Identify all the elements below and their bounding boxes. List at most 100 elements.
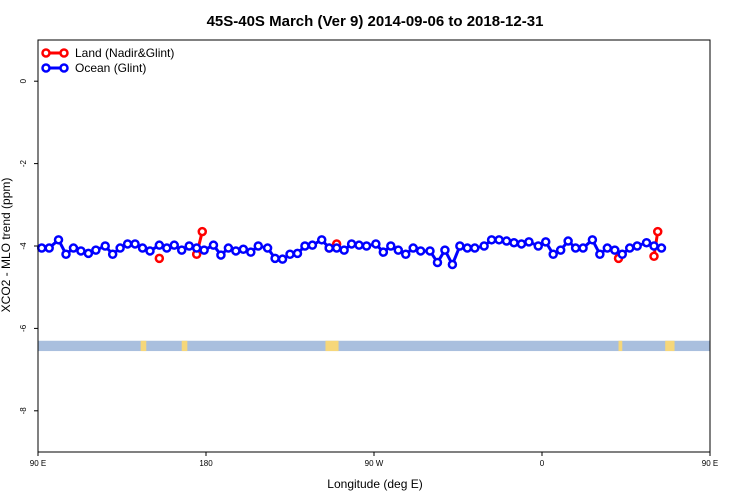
ocean-point bbox=[447, 259, 458, 270]
legend-marker bbox=[41, 48, 51, 58]
legend-label: Ocean (Glint) bbox=[75, 61, 146, 75]
ocean-point bbox=[548, 249, 558, 259]
ocean-point bbox=[270, 253, 280, 264]
ocean-point bbox=[516, 239, 527, 249]
ocean-point bbox=[122, 239, 133, 249]
legend-marker bbox=[59, 63, 69, 73]
ocean-band bbox=[38, 340, 710, 352]
ocean-point bbox=[331, 243, 342, 253]
ocean-point bbox=[400, 249, 411, 259]
plot-frame bbox=[37, 39, 711, 453]
ocean-point bbox=[199, 245, 209, 255]
ocean-point bbox=[324, 243, 334, 253]
chart-title: 45S-40S March (Ver 9) 2014-09-06 to 2018… bbox=[207, 13, 544, 30]
ocean-point bbox=[137, 243, 148, 253]
ocean-point bbox=[641, 237, 652, 248]
ocean-point bbox=[617, 249, 628, 259]
x-tick-label: 90 E bbox=[702, 459, 718, 468]
land-point bbox=[154, 253, 165, 264]
ocean-point bbox=[386, 241, 396, 251]
y-tick-label: -4 bbox=[19, 242, 28, 250]
ocean-point bbox=[509, 237, 519, 248]
ocean-point bbox=[408, 243, 418, 253]
x-axis-label: Longitude (deg E) bbox=[327, 477, 422, 491]
ocean-point bbox=[425, 246, 435, 256]
ocean-point bbox=[632, 241, 642, 251]
ocean-point bbox=[595, 249, 605, 259]
ocean-point bbox=[216, 250, 226, 260]
ocean-point bbox=[316, 235, 327, 245]
ocean-point bbox=[83, 248, 94, 259]
land-band bbox=[181, 340, 188, 352]
ocean-point bbox=[307, 240, 318, 250]
ocean-point bbox=[115, 243, 125, 253]
ocean-point bbox=[649, 241, 659, 251]
ocean-point bbox=[578, 243, 588, 253]
ocean-point bbox=[130, 239, 140, 249]
ocean-point bbox=[486, 235, 497, 245]
ocean-point bbox=[253, 241, 264, 251]
land-band bbox=[140, 340, 147, 352]
ocean-point bbox=[533, 241, 544, 251]
ocean-point bbox=[610, 245, 620, 255]
ocean-point bbox=[346, 239, 357, 249]
ocean-point bbox=[169, 240, 180, 250]
land-band bbox=[665, 340, 675, 352]
ocean-point bbox=[191, 243, 202, 253]
ocean-point bbox=[371, 239, 381, 249]
surface-band bbox=[38, 340, 710, 352]
ocean-point bbox=[238, 244, 249, 255]
legend-label: Land (Nadir&Glint) bbox=[75, 46, 174, 60]
ocean-point bbox=[145, 246, 155, 256]
ocean-point bbox=[563, 236, 573, 246]
ocean-point bbox=[76, 246, 86, 256]
ocean-point bbox=[285, 249, 295, 259]
ocean-point bbox=[354, 240, 364, 250]
land-band bbox=[325, 340, 339, 352]
ocean-point bbox=[656, 243, 667, 253]
y-tick-label: -6 bbox=[19, 324, 28, 332]
ocean-point bbox=[462, 243, 473, 253]
ocean-point bbox=[555, 245, 566, 255]
ocean-point bbox=[262, 243, 273, 253]
legend: Land (Nadir&Glint)Ocean (Glint) bbox=[41, 46, 174, 75]
ocean-point bbox=[277, 254, 288, 264]
ocean-point bbox=[100, 241, 110, 251]
ocean-point bbox=[339, 245, 349, 255]
x-tick-label: 0 bbox=[540, 459, 545, 468]
ocean-point bbox=[570, 243, 581, 253]
ocean-point bbox=[176, 245, 187, 255]
ocean-point bbox=[61, 249, 71, 259]
y-tick-label: -2 bbox=[19, 159, 28, 167]
ocean-point bbox=[501, 236, 512, 246]
land-point bbox=[197, 226, 208, 237]
ocean-point bbox=[300, 241, 310, 251]
ocean-point bbox=[154, 240, 165, 250]
ocean-point bbox=[44, 243, 54, 253]
x-tick-label: 90 E bbox=[30, 459, 46, 468]
ocean-point bbox=[455, 241, 465, 251]
ocean-point bbox=[223, 243, 234, 253]
ocean-point bbox=[470, 243, 480, 253]
x-tick-label: 180 bbox=[199, 459, 213, 468]
ocean-point bbox=[292, 248, 303, 259]
ocean-point bbox=[231, 246, 241, 256]
ocean-point bbox=[524, 237, 534, 247]
ocean-point bbox=[587, 235, 598, 245]
y-tick-label: 0 bbox=[19, 78, 28, 83]
ocean-point bbox=[53, 235, 64, 245]
ocean-point bbox=[246, 247, 256, 257]
land-point bbox=[649, 251, 659, 262]
ocean-point bbox=[208, 240, 219, 250]
legend-marker bbox=[41, 63, 51, 73]
ocean-point bbox=[378, 247, 389, 257]
series-layer bbox=[36, 226, 667, 270]
ocean-point bbox=[162, 243, 172, 253]
ocean-point bbox=[36, 243, 47, 253]
ocean-point bbox=[624, 243, 635, 253]
ocean-point bbox=[415, 246, 426, 256]
land-band bbox=[618, 340, 623, 352]
